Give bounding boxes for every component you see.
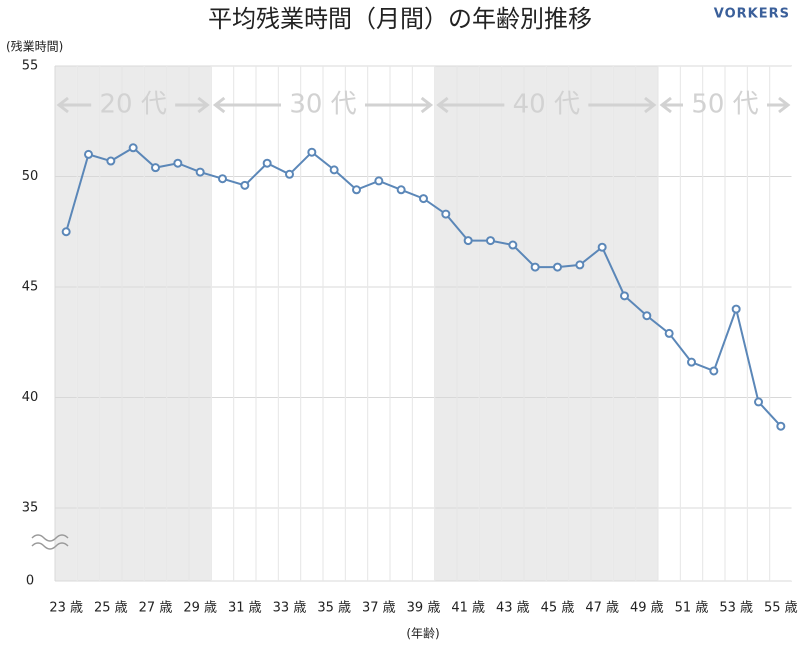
x-tick-label: 25 歳	[94, 601, 128, 616]
x-tick-label: 41 歳	[451, 601, 485, 616]
x-tick-label: 47 歳	[585, 601, 619, 616]
data-point	[329, 165, 339, 175]
data-point	[441, 209, 451, 219]
arrow-head	[212, 96, 226, 114]
x-tick-label: 29 歳	[183, 601, 217, 616]
x-tick-label: 53 歳	[719, 601, 753, 616]
age-group-label: 40 代	[513, 90, 580, 120]
data-point	[307, 147, 317, 157]
data-point	[240, 180, 250, 190]
y-axis-label: (残業時間)	[6, 40, 63, 54]
age-group-label: 50 代	[691, 90, 758, 120]
age-group-label: 20 代	[99, 90, 166, 120]
data-point	[597, 242, 607, 252]
data-point	[731, 304, 741, 314]
x-tick-label: 37 歳	[362, 601, 396, 616]
x-tick-label: 45 歳	[541, 601, 575, 616]
data-point	[508, 240, 518, 250]
grid: 0 35 40 45 50 55	[22, 59, 793, 589]
data-point	[553, 262, 562, 272]
axis-break	[31, 534, 69, 550]
data-point	[575, 260, 585, 270]
x-tick-label: 43 歳	[496, 601, 530, 616]
x-tick-label: 49 歳	[630, 601, 664, 616]
y-tick-label: 40	[22, 390, 39, 405]
x-tick-label: 23 歳	[49, 601, 83, 616]
data-point	[664, 328, 674, 338]
data-point	[396, 185, 406, 195]
data-point	[195, 167, 205, 177]
y-tick-label: 35	[22, 501, 39, 516]
data-point	[262, 158, 272, 168]
data-point	[151, 163, 160, 173]
data-point	[84, 149, 93, 159]
data-point	[419, 194, 428, 204]
data-point	[642, 311, 652, 321]
data-point	[776, 421, 786, 431]
data-point	[620, 291, 629, 301]
data-point	[61, 227, 71, 237]
arrow-head	[778, 96, 791, 114]
data-point	[754, 397, 763, 407]
arrow-head	[644, 96, 657, 114]
age-group-label: 30 代	[289, 90, 356, 120]
y-tick-label: 45	[22, 280, 39, 295]
data-point	[463, 236, 473, 246]
data-point	[374, 176, 384, 186]
data-point	[218, 174, 227, 184]
arrow-head	[56, 96, 69, 114]
arrow-head	[197, 96, 210, 114]
arrow-head	[436, 96, 449, 114]
x-tick-label: 51 歳	[675, 601, 709, 616]
x-tick-label: 55 歳	[764, 601, 798, 616]
y-tick-label: 50	[22, 169, 39, 184]
y-tick-label: 55	[22, 59, 39, 74]
groups: 20 代 30 代 40 代 50 代	[56, 90, 791, 120]
x-tick-label: 33 歳	[273, 601, 307, 616]
data-point	[285, 169, 294, 179]
data-point	[530, 262, 540, 272]
y-tick-label: 0	[26, 574, 34, 589]
x-tick-label: 35 歳	[317, 601, 351, 616]
bands	[55, 66, 658, 581]
arrow-head	[420, 96, 434, 114]
data-point	[352, 185, 361, 195]
x-tick-label: 27 歳	[139, 601, 173, 616]
arrow-head	[659, 96, 672, 114]
data-point	[173, 158, 183, 168]
x-tick-label: 31 歳	[228, 601, 262, 616]
data-point	[128, 143, 138, 153]
data-point	[709, 366, 719, 376]
age-band	[55, 66, 212, 581]
data-point	[106, 156, 116, 166]
chart-title: 平均残業時間（月間）の年齢別推移	[208, 5, 592, 33]
x-axis-label: (年齢)	[406, 626, 439, 641]
data-point	[486, 236, 495, 246]
data-point	[687, 357, 696, 367]
x-tick-label: 39 歳	[407, 601, 441, 616]
brand-logo: VORKERS	[714, 7, 790, 22]
